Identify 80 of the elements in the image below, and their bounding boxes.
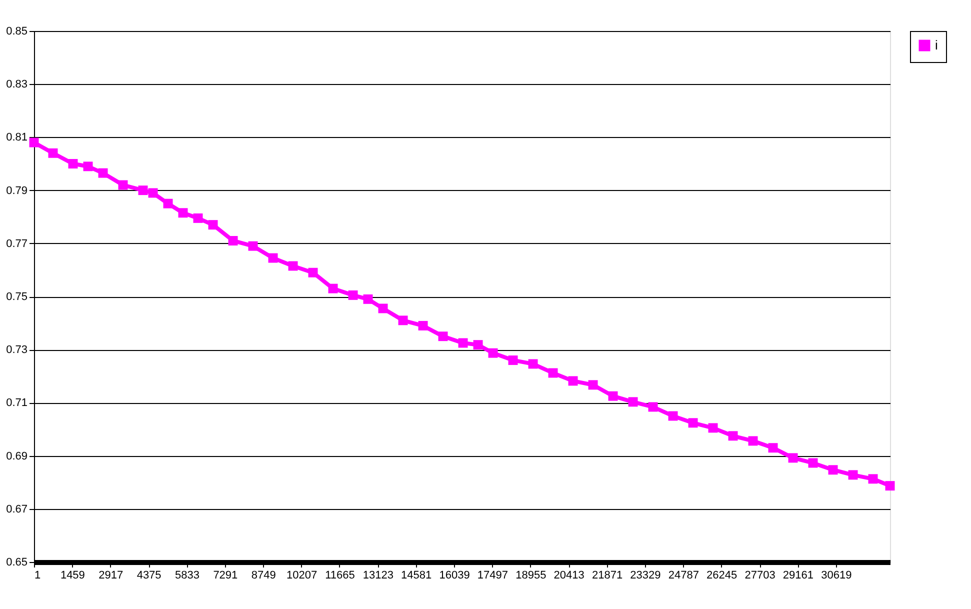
point bbox=[348, 290, 358, 300]
x-tick-label: 21871 bbox=[592, 570, 623, 582]
point bbox=[83, 162, 93, 172]
x-tick-label: 20413 bbox=[554, 570, 584, 582]
point bbox=[728, 431, 738, 441]
point bbox=[508, 355, 518, 365]
legend-label: i bbox=[935, 38, 938, 52]
point bbox=[648, 402, 658, 412]
x-tick-label: 10207 bbox=[286, 570, 318, 582]
point bbox=[708, 423, 718, 433]
y-tick-label: 0.83 bbox=[6, 78, 28, 91]
point bbox=[885, 481, 895, 491]
point bbox=[848, 470, 858, 480]
point bbox=[68, 159, 78, 168]
point bbox=[418, 320, 428, 330]
point bbox=[268, 253, 278, 263]
point bbox=[288, 261, 298, 271]
y-tick-label: 0.71 bbox=[6, 397, 28, 410]
y-tick-label: 0.73 bbox=[6, 344, 28, 356]
x-tick-label: 17497 bbox=[477, 570, 508, 582]
point bbox=[398, 316, 408, 326]
point bbox=[378, 304, 388, 314]
x-tick-label: 23329 bbox=[630, 570, 661, 582]
point bbox=[668, 411, 678, 421]
y-tick-label: 0.69 bbox=[6, 450, 28, 462]
point bbox=[868, 474, 878, 484]
point bbox=[458, 338, 468, 348]
point bbox=[163, 198, 173, 208]
x-tick-label: 27703 bbox=[744, 570, 776, 582]
y-tick-label: 0.79 bbox=[6, 184, 28, 197]
point bbox=[788, 453, 798, 463]
point bbox=[148, 188, 158, 198]
point bbox=[228, 236, 238, 246]
point bbox=[438, 332, 448, 342]
x-tick-label: 18955 bbox=[516, 570, 546, 582]
point bbox=[328, 284, 338, 294]
point bbox=[98, 168, 108, 178]
x-tick-label: 30619 bbox=[821, 570, 852, 582]
point bbox=[808, 458, 818, 468]
point bbox=[628, 397, 638, 407]
y-tick-label: 0.67 bbox=[6, 503, 28, 516]
y-tick-label: 0.85 bbox=[6, 26, 28, 38]
point bbox=[548, 368, 558, 378]
x-tick-label: 16039 bbox=[439, 570, 470, 582]
x-tick-label: 5833 bbox=[175, 570, 200, 582]
point bbox=[473, 340, 483, 350]
x-tick-label: 14581 bbox=[401, 570, 432, 582]
point bbox=[528, 359, 538, 369]
x-tick-label: 2917 bbox=[98, 570, 124, 582]
point bbox=[48, 148, 58, 158]
point bbox=[488, 348, 498, 358]
y-tick-label: 0.77 bbox=[6, 238, 28, 250]
x-tick-label: 29161 bbox=[782, 570, 814, 582]
point bbox=[308, 268, 318, 278]
point bbox=[363, 294, 373, 304]
point bbox=[118, 180, 128, 190]
point bbox=[688, 418, 698, 428]
point bbox=[138, 186, 148, 196]
y-tick-label: 0.81 bbox=[6, 132, 28, 144]
y-tick-label: 0.75 bbox=[6, 291, 28, 303]
x-tick-label: 24787 bbox=[668, 570, 699, 582]
point bbox=[588, 380, 598, 390]
point bbox=[568, 376, 578, 386]
x-tick-label: 7291 bbox=[213, 570, 238, 582]
point bbox=[608, 391, 618, 401]
point bbox=[193, 213, 203, 223]
x-tick-label: 11665 bbox=[325, 570, 355, 582]
point bbox=[248, 241, 258, 251]
point bbox=[178, 208, 188, 218]
x-tick-label: 1 bbox=[34, 570, 41, 582]
x-tick-label: 13123 bbox=[362, 570, 394, 582]
point bbox=[748, 436, 758, 446]
point bbox=[768, 443, 778, 453]
x-tick-label: 1459 bbox=[60, 570, 85, 582]
y-tick-label: 0.65 bbox=[6, 556, 28, 568]
x-tick-label: 8749 bbox=[251, 570, 276, 582]
x-tick-label: 26245 bbox=[706, 570, 738, 582]
point bbox=[828, 465, 838, 475]
x-tick-label: 4375 bbox=[136, 570, 162, 582]
point bbox=[208, 220, 218, 230]
